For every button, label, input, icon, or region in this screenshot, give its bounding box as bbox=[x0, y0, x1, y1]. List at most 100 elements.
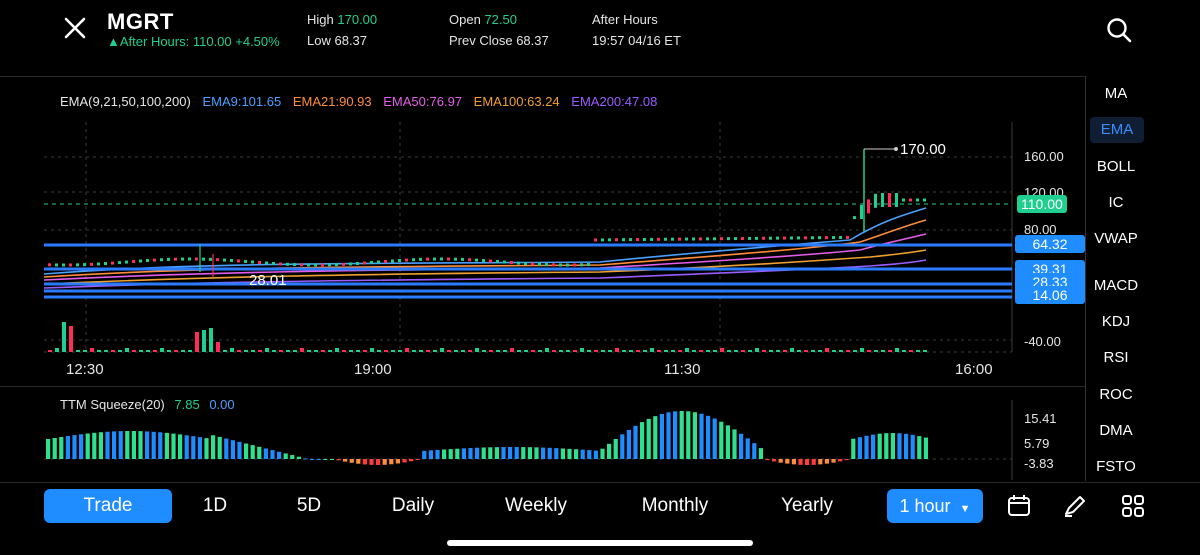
candle bbox=[699, 237, 702, 241]
indicator-ema[interactable]: EMA bbox=[1090, 117, 1144, 143]
time-tick: 16:00 bbox=[955, 361, 993, 378]
after-hours-text: After Hours: 110.00 +4.50% bbox=[119, 34, 280, 49]
price-tick: 160.00 bbox=[1024, 149, 1064, 164]
ttm-bar bbox=[679, 411, 684, 459]
candle bbox=[797, 236, 800, 240]
candle bbox=[874, 193, 877, 208]
ttm-bar bbox=[72, 435, 77, 459]
indicator-ma[interactable]: MA bbox=[1104, 85, 1128, 102]
open-label: Open bbox=[449, 12, 481, 27]
ttm-bar bbox=[692, 412, 697, 459]
candle bbox=[496, 260, 499, 264]
ttm-bar bbox=[257, 446, 262, 459]
candle bbox=[209, 257, 212, 261]
toolbar-divider bbox=[0, 482, 1200, 483]
ttm-bar bbox=[409, 459, 414, 462]
ttm-bar bbox=[494, 447, 499, 459]
trade-button[interactable]: Trade bbox=[44, 489, 172, 523]
ttm-bar bbox=[857, 437, 862, 459]
ttm-bar bbox=[791, 459, 796, 465]
search-icon[interactable] bbox=[1105, 16, 1133, 44]
candle bbox=[202, 257, 205, 261]
indicator-fsto[interactable]: FSTO bbox=[1096, 458, 1136, 475]
ttm-bar bbox=[250, 445, 255, 459]
candle bbox=[426, 257, 429, 261]
grid-icon[interactable] bbox=[1120, 494, 1146, 518]
volume-bar bbox=[160, 348, 164, 352]
candle bbox=[482, 259, 485, 263]
draw-pen-icon[interactable] bbox=[1062, 494, 1088, 518]
ttm-bar bbox=[527, 447, 532, 459]
indicator-kdj[interactable]: KDJ bbox=[1101, 313, 1131, 330]
ttm-bar bbox=[323, 459, 328, 460]
indicator-rsi[interactable]: RSI bbox=[1103, 349, 1129, 366]
tab-daily[interactable]: Daily bbox=[391, 495, 435, 516]
tab-monthly[interactable]: Monthly bbox=[641, 495, 709, 516]
volume-bar bbox=[496, 350, 500, 352]
ttm-bar bbox=[145, 431, 150, 459]
tab-1d[interactable]: 1D bbox=[202, 495, 228, 516]
candle bbox=[636, 238, 639, 242]
indicator-sidebar: MA EMA BOLL IC VWAP MACD KDJ RSI ROC DMA… bbox=[1085, 76, 1200, 481]
candle bbox=[398, 258, 401, 262]
volume-bar bbox=[349, 350, 353, 352]
candle bbox=[167, 257, 170, 261]
volume-bar bbox=[139, 350, 143, 352]
ttm-bar bbox=[508, 447, 513, 459]
ttm-tick: 5.79 bbox=[1024, 436, 1050, 451]
ttm-bar bbox=[890, 433, 895, 459]
price-chart[interactable] bbox=[0, 112, 1085, 362]
home-indicator[interactable] bbox=[447, 540, 753, 546]
ttm-bar bbox=[376, 459, 381, 465]
tab-5d[interactable]: 5D bbox=[296, 495, 322, 516]
ttm-bar bbox=[613, 438, 618, 459]
level-badge: 64.32 bbox=[1015, 235, 1085, 253]
volume-bar bbox=[321, 350, 325, 352]
volume-bar bbox=[237, 350, 241, 352]
ttm-bar bbox=[574, 449, 579, 459]
ttm-bar bbox=[811, 459, 816, 465]
time-tick: 12:30 bbox=[66, 361, 104, 378]
ttm-bar bbox=[230, 440, 235, 459]
ttm-squeeze-chart[interactable] bbox=[0, 400, 1085, 480]
volume-bar bbox=[902, 350, 906, 352]
volume-bar bbox=[909, 350, 913, 352]
ttm-bar bbox=[197, 437, 202, 459]
indicator-boll[interactable]: BOLL bbox=[1096, 158, 1136, 175]
ttm-bar bbox=[798, 459, 803, 465]
ttm-bar bbox=[541, 447, 546, 459]
candle bbox=[468, 258, 471, 262]
ttm-bar bbox=[442, 449, 447, 459]
ttm-bar bbox=[772, 459, 777, 462]
volume-bar bbox=[601, 350, 605, 352]
ttm-bar bbox=[758, 448, 763, 459]
candle bbox=[83, 263, 86, 267]
candle bbox=[314, 263, 317, 267]
ttm-bar bbox=[422, 450, 427, 459]
close-icon[interactable] bbox=[62, 15, 88, 41]
volume-bar bbox=[783, 350, 787, 352]
volume-bar bbox=[272, 350, 276, 352]
candle bbox=[790, 236, 793, 240]
volume-bar bbox=[391, 350, 395, 352]
time-tick: 11:30 bbox=[664, 361, 701, 378]
level-badge: 14.06 bbox=[1015, 286, 1085, 304]
candle bbox=[559, 263, 562, 267]
indicator-vwap[interactable]: VWAP bbox=[1094, 230, 1138, 247]
prev-close-label: Prev Close bbox=[449, 33, 513, 48]
tab-yearly[interactable]: Yearly bbox=[780, 495, 834, 516]
calendar-icon[interactable] bbox=[1006, 494, 1032, 518]
indicator-roc[interactable]: ROC bbox=[1099, 386, 1133, 403]
tab-weekly[interactable]: Weekly bbox=[505, 495, 567, 516]
ttm-bar bbox=[673, 411, 678, 459]
volume-bar bbox=[279, 350, 283, 352]
ttm-bar bbox=[402, 459, 407, 463]
volume-bar bbox=[566, 350, 570, 352]
volume-bar bbox=[594, 350, 598, 352]
indicator-dma[interactable]: DMA bbox=[1099, 422, 1133, 439]
interval-select[interactable]: 1 hour ▼ bbox=[887, 489, 983, 523]
ttm-bar bbox=[468, 448, 473, 459]
volume-bar bbox=[867, 350, 871, 352]
indicator-ic[interactable]: IC bbox=[1108, 194, 1124, 211]
indicator-macd[interactable]: MACD bbox=[1093, 277, 1139, 294]
